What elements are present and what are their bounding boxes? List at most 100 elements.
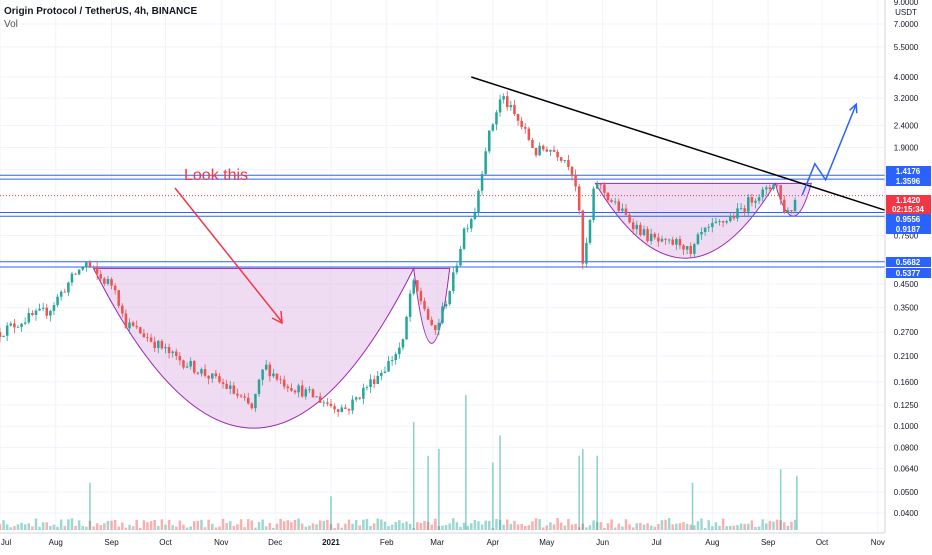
candle-body [95,267,99,275]
volume-bar [570,524,574,530]
candle-body [200,369,203,374]
candle-body [667,239,671,241]
volume-bar [376,518,380,530]
candle-body [606,192,610,201]
candle-body [707,226,710,228]
volume-bar [520,523,523,530]
candle-body [34,310,38,315]
cup-pattern-1 [92,267,415,429]
candle-body [430,319,433,326]
volume-bar [405,521,408,530]
volume-bar [257,522,261,530]
price-badge-level: 1.3596 [886,176,931,186]
price-badge-current: 1.1420 [886,195,931,205]
price-badge-bg [886,224,931,234]
volume-bar [74,525,77,530]
volume-bar [189,526,192,530]
volume-bar [336,523,340,530]
candle-body [124,313,128,329]
trendline [471,76,886,211]
volume-bar [599,522,603,530]
volume-bar [210,523,214,530]
volume-bar [193,521,196,530]
volume-indicator-label[interactable]: Vol [4,19,18,30]
candle-body [189,360,192,367]
time-tick-label: May [539,538,554,547]
volume-bar [567,518,570,530]
price-badge-text: 1.1420 [896,196,921,205]
volume-bar [99,525,102,530]
volume-bar [81,525,85,530]
volume-bar [423,520,426,530]
volume-bar [761,519,764,530]
candle-body [9,323,13,326]
candle-body [657,237,660,242]
volume-bar [631,527,635,530]
candle-body [703,227,707,233]
candle-body [567,160,570,167]
volume-bar [635,523,639,530]
candle-body [196,372,200,374]
candle-body [581,210,585,264]
time-tick-label: Jul [651,538,661,547]
candles [0,91,797,417]
volume-bar [304,526,308,530]
candle-body [261,369,264,380]
time-tick-label: Oct [159,538,172,547]
candle-body [63,291,67,293]
volume-spike [582,449,584,530]
volume-bar [77,520,81,530]
price-badge-text: 0.9556 [896,215,921,224]
volume-bar [646,523,649,530]
candle-body [41,307,45,309]
volume-bar [477,521,480,530]
candle-body [779,185,782,200]
volume-bar [322,521,326,530]
candle-body [113,285,117,291]
time-tick-label: Mar [430,538,444,547]
volume-bar [318,520,322,530]
candle-body [675,239,678,245]
volume-bar [182,524,185,530]
volume-spike [691,482,694,530]
candle-body [502,96,505,100]
volume-bar [790,521,793,530]
volume-bar [121,522,124,530]
volume-bar [200,519,203,530]
time-tick-label: Feb [380,538,394,547]
volume-bar [315,524,318,530]
volume-bar [110,520,113,530]
volume-bar [448,523,451,530]
volume-bar [642,524,646,530]
time-axis: Jul Aug Sep Oct Nov Dec 2021 Feb Mar Apr May Jun Jul… [1,538,885,547]
price-tick-label: 0.1250 [894,401,919,410]
candle-body [85,262,88,268]
volume-spike [596,455,598,530]
volume-bar [624,519,628,530]
volume-bar [725,526,728,530]
volume-bar [718,525,721,530]
candle-body [444,304,448,307]
candle-body [603,184,606,193]
volume-bar [513,520,516,530]
candle-body [279,379,282,381]
price-badge-level: 0.9187 [886,224,931,234]
volume-bar [290,522,293,530]
candle-body [729,216,732,222]
candle-body [128,322,131,329]
candle-body [635,224,639,230]
volume-bar [549,522,552,530]
volume-bars [0,395,798,530]
volume-bar [772,521,775,530]
volume-bar [239,519,243,530]
candle-body [455,265,459,273]
volume-bar [228,521,232,530]
price-badge-bg [886,195,931,205]
price-tick-label: 4.0000 [894,73,919,82]
candle-body [207,375,210,379]
volume-bar [203,527,207,530]
cup-pattern-3 [594,182,777,259]
candle-body [383,371,387,373]
candle-body [178,355,182,361]
